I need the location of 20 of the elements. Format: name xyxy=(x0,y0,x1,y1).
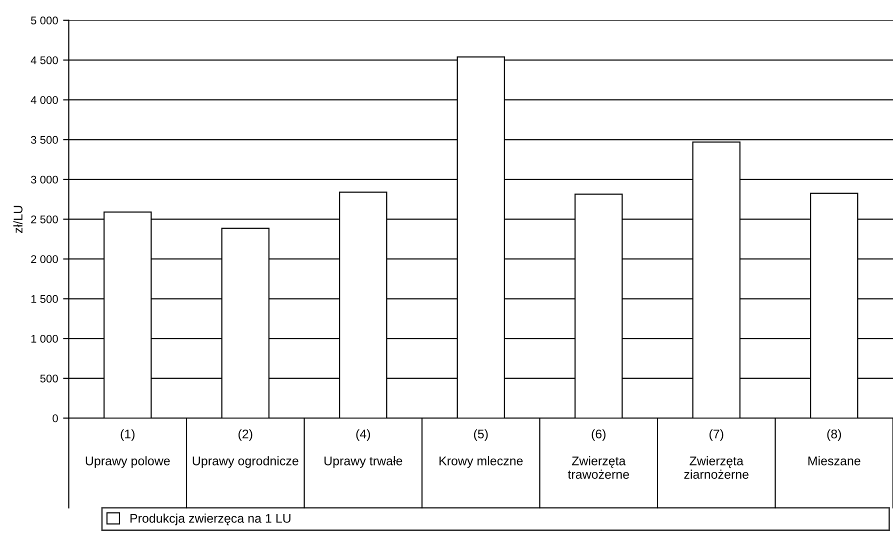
category-label: (8) Mieszane xyxy=(808,429,860,466)
y-axis-title: zł/LU xyxy=(13,206,23,233)
y-tick-label: 3 000 xyxy=(30,176,58,184)
y-tick-label: 1 000 xyxy=(31,334,58,343)
y-tick-label: 2 500 xyxy=(31,215,58,224)
category-label: (6) Zwierzęta trawożerne xyxy=(568,429,629,479)
legend-label: Produkcja zwierzęca na 1 LU xyxy=(130,514,290,526)
y-tick-label: 3 500 xyxy=(30,136,58,144)
y-tick-label: 1 500 xyxy=(31,295,58,303)
y-tick-label: 2 000 xyxy=(31,255,58,264)
y-tick-label: 5 000 xyxy=(30,16,58,24)
y-tick-label: 4 000 xyxy=(30,96,58,104)
y-tick-label: 500 xyxy=(40,374,58,382)
category-label: (2) Uprawy ogrodnicze xyxy=(192,429,298,468)
category-label: (1) Uprawy polowe xyxy=(86,429,170,468)
category-label: (4) Uprawy trwałe xyxy=(324,429,402,468)
category-label: (7) Zwierzęta ziarnożerne xyxy=(684,429,748,479)
category-label: (5) Krowy mleczne xyxy=(440,429,523,468)
y-tick-label: 0 xyxy=(52,414,58,422)
y-tick-label: 4 500 xyxy=(30,56,58,64)
